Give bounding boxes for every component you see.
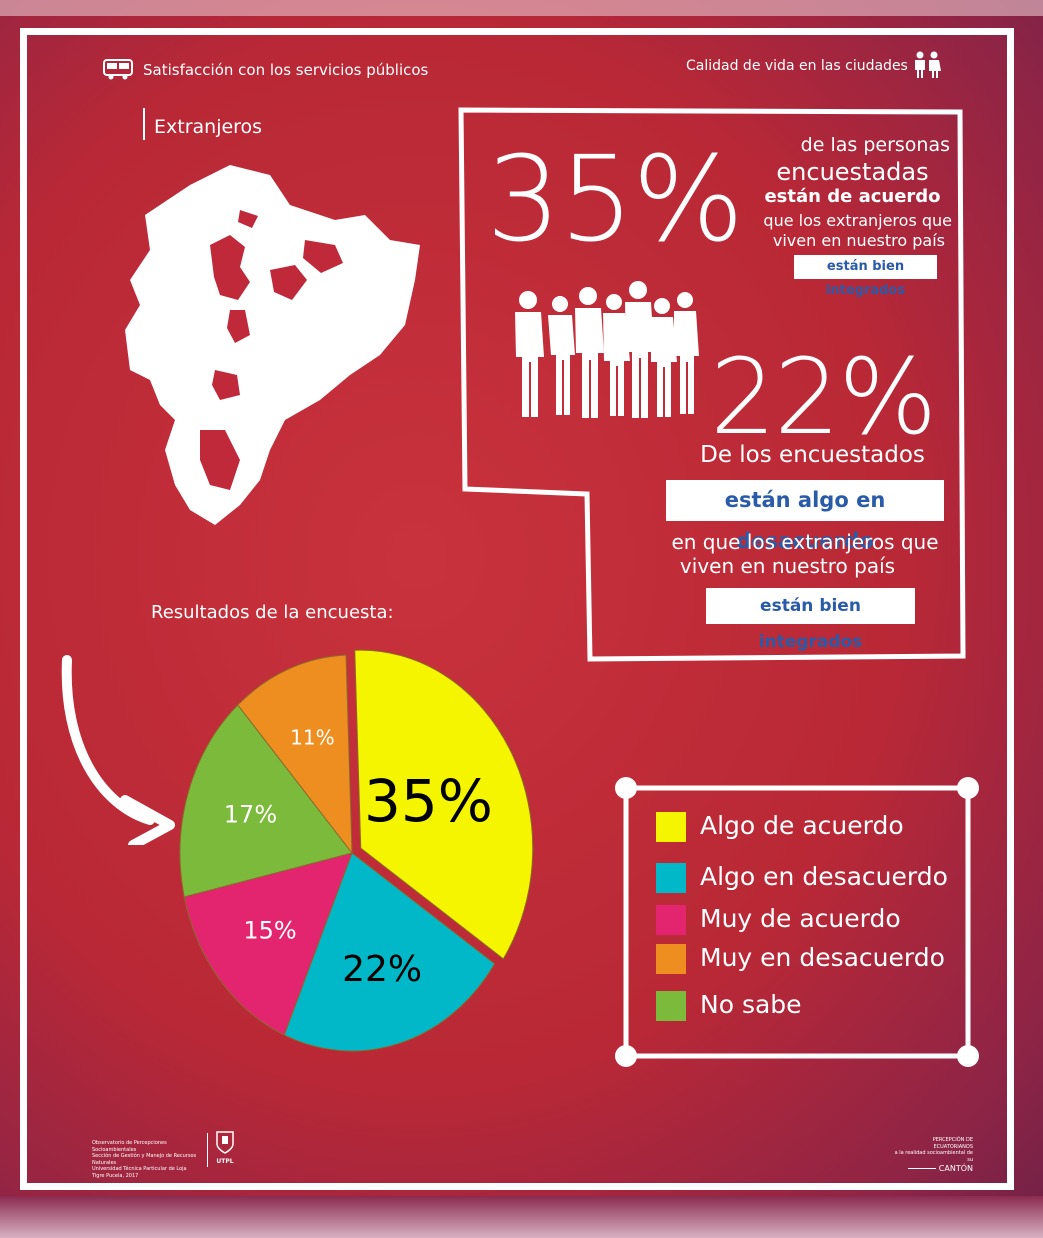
section-title: Extranjeros — [154, 116, 263, 138]
pie-slice-algo-de-acuerdo — [354, 649, 534, 960]
legend-swatch — [656, 812, 686, 842]
legend-swatch — [656, 905, 686, 935]
legend-label: No sabe — [700, 990, 802, 1019]
survey-label: Resultados de la encuesta: — [151, 602, 394, 623]
footer-left-line: Sección de Gestión y Manejo de Recursos … — [92, 1153, 197, 1166]
legend-label: Algo en desacuerdo — [700, 862, 948, 891]
legend-swatch — [656, 991, 686, 1021]
footer-right-word-text: CANTÓN — [938, 1164, 973, 1173]
stat1-line3: están de acuerdo — [764, 186, 941, 207]
footer-right-line: a la realidad socioambiental de su — [894, 1150, 973, 1163]
footer-right-word: CANTÓN — [893, 1164, 973, 1174]
pie-slice-algo-en-desacuerdo — [283, 852, 496, 1052]
page-frame — [20, 28, 1014, 1190]
ecuador-map — [120, 160, 430, 534]
footer-right-line: PERCEPCIÓN DE ECUATORIANOS — [932, 1137, 973, 1150]
utpl-seal-icon — [216, 1131, 234, 1154]
stat2-value: 22% — [710, 336, 937, 458]
couple-icon — [912, 51, 942, 83]
footer-left-line: Universidad Técnica Particular de Loja — [92, 1166, 187, 1172]
legend-swatch — [656, 863, 686, 893]
footer-left-line: Observatorio de Percepciones Socioambien… — [92, 1140, 167, 1153]
legend-label: Muy de acuerdo — [700, 904, 901, 933]
pie-chart: 35% 22% 15% 17% 11% — [179, 649, 534, 1052]
footer-right: PERCEPCIÓN DE ECUATORIANOS a la realidad… — [893, 1137, 973, 1174]
section-divider — [143, 108, 145, 140]
footer-divider — [207, 1133, 208, 1167]
pie-slice-muy-en-desacuerdo — [237, 654, 353, 855]
stat2-tag2: están bien integrados — [706, 588, 915, 652]
utpl-text: UTPL — [216, 1158, 234, 1165]
header-right-title: Calidad de vida en las ciudades — [686, 58, 908, 74]
pie-slice-no-sabe — [179, 704, 353, 898]
stat2-line1: De los encuestados — [700, 442, 925, 468]
stat2-line3: viven en nuestro país — [679, 554, 896, 578]
stats-outline — [455, 104, 970, 673]
footer-left: Observatorio de Percepciones Socioambien… — [92, 1140, 207, 1179]
pie-label-algo-en-desacuerdo: 22% — [342, 949, 422, 990]
legend-frame — [610, 770, 985, 1079]
stat1-line5: viven en nuestro país — [772, 231, 945, 250]
stat1-line1: de las personas — [800, 134, 950, 156]
stat2-tag1: están algo en desacuerdo — [666, 480, 944, 553]
stat1-tag: están bien integrados — [794, 255, 937, 298]
header-left-title: Satisfacción con los servicios públicos — [143, 61, 429, 79]
arrow-curved-icon — [55, 655, 185, 850]
stat2-line2: en que los extranjeros que — [671, 530, 939, 554]
pie-slice-muy-de-acuerdo — [183, 852, 353, 1036]
bottom-band — [0, 1196, 1043, 1238]
stat1-line4: que los extranjeros que — [763, 211, 952, 230]
people-group-icon — [510, 278, 700, 427]
pie-label-algo-de-acuerdo: 35% — [364, 767, 493, 835]
pie-label-muy-de-acuerdo: 15% — [243, 917, 296, 945]
stat1-line2: encuestadas — [776, 158, 929, 186]
top-band — [0, 0, 1043, 16]
legend-swatch — [656, 944, 686, 974]
pie-label-no-sabe: 17% — [224, 800, 277, 828]
legend-label: Muy en desacuerdo — [700, 943, 945, 972]
stat1-value: 35% — [486, 130, 744, 268]
footer-left-line: Tigre Pucela, 2017 — [92, 1172, 139, 1179]
pie-label-muy-en-desacuerdo: 11% — [290, 726, 334, 750]
bus-icon — [103, 58, 133, 84]
utpl-logo: UTPL — [214, 1130, 236, 1165]
legend-label: Algo de acuerdo — [700, 811, 904, 840]
